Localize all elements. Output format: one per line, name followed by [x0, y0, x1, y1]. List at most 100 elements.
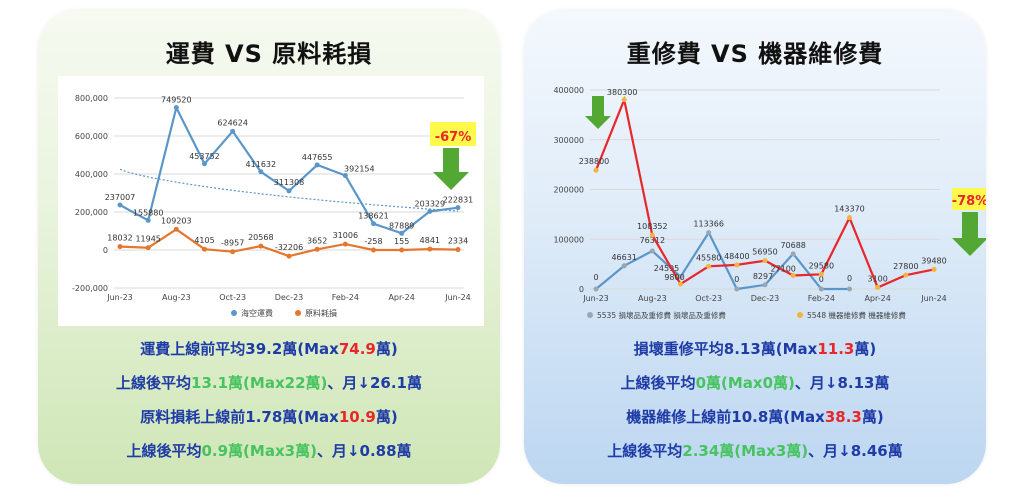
stat-text: 萬): [375, 340, 398, 358]
data-point: [734, 262, 740, 268]
stat-highlight: 0.9萬(Max3萬): [201, 442, 317, 460]
right-panel-title: 重修費 VS 機器維修費: [626, 40, 884, 68]
data-point: [593, 167, 599, 173]
data-point: [455, 247, 461, 253]
data-point: [847, 286, 852, 292]
stat-highlight: 2.34萬(Max3萬): [682, 442, 809, 460]
data-label: 138621: [358, 212, 389, 221]
data-label: 238800: [579, 157, 610, 166]
stat-highlight: 0萬(Max0萬): [695, 374, 795, 392]
legend-label: 海空運費: [241, 308, 273, 318]
left-chart-container: 800,000 600,000 400,000 200,000 0 -200,000 Jun…: [58, 76, 484, 326]
data-label: 143370: [834, 205, 865, 214]
stat-text: 萬): [854, 340, 877, 358]
callout-badge: [952, 188, 988, 210]
legend-label: 原料耗損: [305, 308, 337, 318]
x-tick-label: Feb-24: [808, 294, 835, 303]
data-point: [399, 230, 405, 236]
data-point: [286, 253, 292, 259]
x-tick-label: Jun-24: [444, 293, 471, 302]
data-point: [145, 217, 151, 223]
data-point: [818, 286, 824, 292]
data-label: 0: [819, 275, 824, 284]
x-tick-label: Jun-24: [920, 294, 947, 303]
left-panel-title: 運費 VS 原料耗損: [165, 40, 373, 68]
data-label: 87889: [389, 221, 414, 230]
data-label: 108352: [637, 222, 668, 231]
data-point: [678, 281, 683, 287]
data-label: 155880: [133, 208, 164, 217]
data-label: 2334: [448, 237, 468, 246]
stat-text: 萬): [375, 408, 398, 426]
stat-text: 上線後平均: [607, 442, 683, 460]
data-label: 624624: [217, 118, 248, 127]
data-label: 411632: [246, 160, 277, 169]
data-point: [621, 263, 627, 269]
stat-text: 損壞重修平均8.13萬(Max: [633, 340, 818, 358]
data-label: 29580: [809, 261, 834, 270]
legend-label: 5548 機器維修費 機器維修費: [807, 310, 906, 320]
data-point: [117, 244, 123, 250]
right-chart-container: 400000 300000 200000 100000 0 Jun-23 Aug-23 Oct…: [524, 76, 988, 326]
data-label: 203329: [415, 199, 446, 208]
series-line: [595, 230, 850, 291]
data-point: [762, 258, 768, 264]
stat-text: 上線後平均: [116, 374, 192, 392]
data-label: 27100: [770, 265, 795, 274]
y-tick-label: 0: [103, 246, 108, 255]
data-point: [790, 273, 796, 279]
data-point: [258, 243, 264, 249]
left-panel: 運費 VS 原料耗損 800,000 600,000 400,000 200,000 0…: [38, 10, 500, 484]
stat-text: 、月↓8.13萬: [794, 374, 890, 392]
y-tick-label: 100000: [553, 235, 584, 244]
legend-marker: [797, 312, 803, 318]
down-arrow-icon: [433, 148, 469, 190]
data-label: 11945: [135, 235, 160, 244]
data-point: [903, 272, 909, 278]
stat-text: 、月↓26.1萬: [327, 374, 422, 392]
stat-text: 、月↓8.46萬: [808, 442, 903, 460]
y-tick-label: -200,000: [72, 284, 108, 293]
x-tick-label: Apr-24: [864, 294, 890, 303]
legend-marker: [587, 312, 593, 318]
stat-text: 運費上線前平均39.2萬(Max: [140, 340, 339, 358]
data-label: 56950: [752, 248, 777, 257]
data-label: -32206: [275, 243, 303, 252]
data-label: 749520: [161, 96, 192, 105]
data-label: 18032: [107, 234, 132, 243]
data-label: 31006: [333, 231, 358, 240]
right-stat-1: 損壞重修平均8.13萬(Max11.3萬): [524, 332, 986, 366]
data-point: [847, 215, 852, 221]
x-tick-label: Aug-23: [162, 293, 191, 302]
callout-badge: [430, 122, 476, 146]
left-stat-1: 運費上線前平均39.2萬(Max74.9萬): [38, 332, 500, 366]
data-point: [455, 205, 461, 211]
y-tick-label: 800,000: [75, 94, 108, 103]
data-point: [706, 230, 712, 236]
data-point: [202, 246, 207, 252]
stat-text: 上線後平均: [126, 442, 202, 460]
data-point: [314, 162, 320, 168]
data-label: 3100: [867, 274, 887, 283]
y-tick-label: 300000: [553, 136, 584, 145]
data-point: [734, 286, 740, 292]
data-label: 4105: [194, 236, 214, 245]
legend-marker: [295, 310, 301, 316]
data-point: [258, 169, 264, 175]
stat-highlight: 10.9: [338, 408, 376, 426]
x-tick-label: Dec-23: [751, 294, 780, 303]
data-point: [230, 249, 236, 255]
callout-percent: -67%: [435, 130, 472, 145]
data-point: [230, 128, 236, 134]
data-label: 70688: [780, 241, 805, 250]
y-tick-label: 0: [579, 285, 584, 294]
data-label: 113366: [693, 220, 724, 229]
data-label: -258: [364, 237, 382, 246]
right-stat-2: 上線後平均0萬(Max0萬)、月↓8.13萬: [524, 366, 986, 400]
down-arrow-icon: [585, 96, 611, 129]
data-label: 155: [394, 237, 409, 246]
data-label: 311308: [274, 178, 305, 187]
data-point: [117, 202, 123, 208]
data-label: 39480: [921, 256, 946, 265]
data-label: 24595: [654, 264, 679, 273]
